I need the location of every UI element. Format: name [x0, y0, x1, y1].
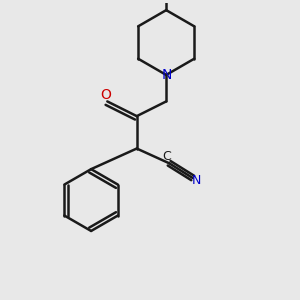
Text: N: N — [191, 174, 201, 188]
Text: N: N — [162, 68, 172, 82]
Text: C: C — [162, 150, 171, 163]
Text: O: O — [100, 88, 111, 102]
